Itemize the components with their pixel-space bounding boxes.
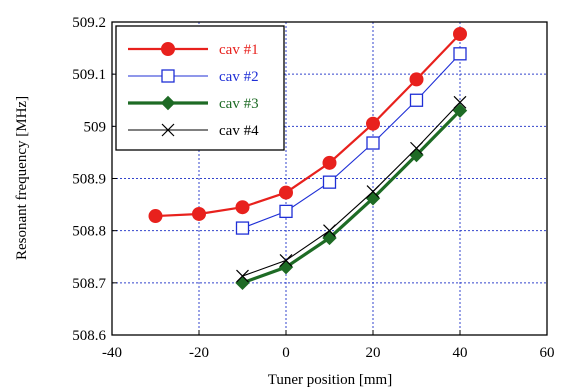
y-tick-label: 509: [84, 119, 107, 135]
data-point-cross: [366, 185, 380, 198]
legend-entry: cav #2: [128, 69, 259, 85]
data-point-cross: [161, 123, 175, 137]
legend-label: cav #2: [219, 69, 259, 85]
x-tick-label: 60: [540, 345, 555, 361]
data-point-circle: [192, 206, 206, 221]
data-series: [148, 26, 468, 291]
legend-entry: cav #4: [128, 123, 259, 139]
legend-label: cav #1: [219, 42, 259, 58]
data-point-square: [322, 175, 337, 189]
series-line: [241, 109, 462, 285]
y-tick-label: 508.8: [72, 224, 106, 240]
data-point-diamond: [452, 103, 468, 118]
data-point-square: [161, 69, 175, 83]
data-point-diamond: [235, 275, 250, 291]
series-line: [242, 53, 461, 229]
legend-label: cav #4: [219, 123, 259, 139]
data-point-cross: [323, 224, 336, 238]
data-point-square: [366, 136, 380, 150]
series-cav-4: [236, 95, 467, 283]
series-line: [155, 33, 461, 218]
y-tick-label: 508.7: [72, 276, 106, 292]
data-point-square: [279, 204, 293, 219]
x-tick-label: 20: [366, 345, 381, 361]
data-point-circle: [161, 42, 175, 56]
y-tick-label: 508.9: [72, 172, 106, 188]
x-axis-label: Tuner position [mm]: [268, 372, 392, 388]
data-point-square: [453, 47, 467, 61]
y-tick-label: 509.2: [72, 15, 106, 31]
data-point-circle: [148, 209, 163, 224]
data-point-cross: [410, 141, 423, 155]
data-point-square: [409, 93, 424, 107]
y-tick-label: 509.1: [72, 67, 106, 83]
legend: cav #1 cav #2 cav #3 cav #4: [115, 25, 285, 151]
x-tick-label: 40: [453, 345, 468, 361]
data-point-circle: [453, 26, 467, 41]
y-tick-label: 508.6: [72, 328, 106, 344]
x-tick-label: -40: [102, 345, 122, 361]
data-point-circle: [235, 200, 250, 215]
data-point-circle: [409, 72, 424, 87]
axis-ticks: -40 -20 0 20 40 60 508.6 508.7 508.8 508.9 509 509.…: [72, 15, 554, 361]
data-point-circle: [322, 155, 337, 170]
data-point-cross: [453, 95, 467, 109]
data-point-cross: [236, 269, 249, 283]
legend-entry: cav #1: [128, 42, 259, 58]
legend-entry: cav #3: [128, 95, 259, 112]
x-tick-label: 0: [282, 345, 290, 361]
series-line: [242, 101, 461, 277]
legend-box: [115, 25, 285, 151]
data-point-cross: [279, 253, 293, 267]
y-axis-label: Resonant frequency [MHz]: [14, 96, 30, 260]
data-point-diamond: [160, 95, 176, 111]
data-point-circle: [366, 116, 380, 131]
legend-label: cav #3: [219, 96, 259, 112]
series-cav-1: [148, 26, 467, 224]
data-point-circle: [279, 185, 293, 200]
x-tick-label: -20: [189, 345, 209, 361]
series-cav-2: [235, 47, 467, 235]
data-point-square: [235, 221, 250, 235]
